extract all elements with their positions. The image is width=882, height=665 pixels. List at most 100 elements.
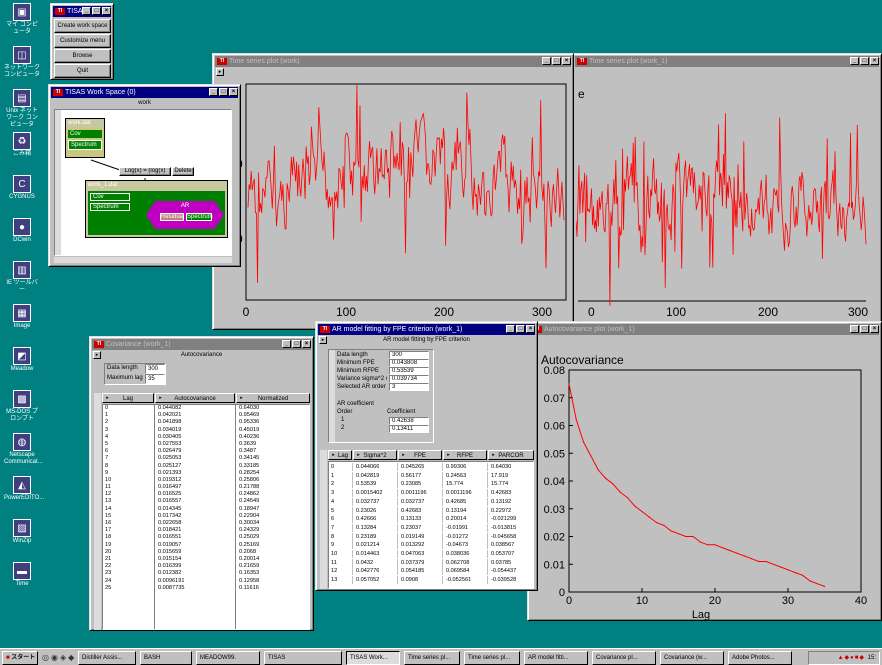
work-1-dat-node[interactable]: work_1.dat Cov Spectrum AR Residual Spec… xyxy=(85,180,228,238)
network-desktop-icon[interactable]: ◫ ネットワーク コンピュータ xyxy=(4,46,40,79)
table-cell: 24 xyxy=(105,577,112,584)
table-cell: 0.18947 xyxy=(239,505,260,512)
spectrum-item[interactable]: Spectrum xyxy=(90,203,130,211)
ar-node[interactable]: AR Residual Spectrum xyxy=(146,201,224,229)
taskbar-button[interactable]: Covariance pl... xyxy=(592,651,656,665)
close-button[interactable]: × xyxy=(526,325,535,333)
close-button[interactable]: × xyxy=(302,340,311,348)
close-button[interactable]: × xyxy=(229,88,238,96)
window-title: Covariance (work_1) xyxy=(106,341,171,348)
maximize-button[interactable]: □ xyxy=(516,325,525,333)
taskbar-button[interactable]: BASH xyxy=(140,651,192,665)
taskbar-button[interactable]: Covariance (w... xyxy=(660,651,724,665)
menu-arrow-button[interactable]: ▸ xyxy=(93,351,101,359)
create-work-space-button[interactable]: Create work space xyxy=(54,19,111,33)
computer-desktop-icon[interactable]: ▣ マイ コンピュータ xyxy=(4,3,40,36)
time-series-1-title-bar[interactable]: TI Time series plot (work) _ □ × xyxy=(215,56,571,67)
close-button[interactable]: × xyxy=(870,325,879,333)
window-title: AR model fitting by FPE criterion (work_… xyxy=(332,326,463,333)
browse-button[interactable]: Browse xyxy=(54,49,111,63)
maximize-button[interactable]: □ xyxy=(552,57,561,65)
log-transform-button[interactable]: Log(x) = (log(x) xyxy=(119,167,171,176)
normalized-column-header[interactable]: ▸ Normalized xyxy=(236,393,310,403)
spectrum-item[interactable]: Spectrum xyxy=(68,140,102,150)
quit-button[interactable]: Quit xyxy=(54,64,111,78)
minimize-button[interactable]: _ xyxy=(542,57,551,65)
minimize-button[interactable]: _ xyxy=(82,7,91,15)
workspace-canvas[interactable]: work.dat Cov Spectrum Log(x) = (log(x) D… xyxy=(54,109,232,256)
residual-item[interactable]: Residual xyxy=(160,213,185,221)
poweredit-desktop-icon[interactable]: ◭ PowerEDITO... xyxy=(4,476,44,502)
minimize-button[interactable]: _ xyxy=(850,57,859,65)
start-button[interactable]: ■ スタート xyxy=(2,651,38,665)
autocovariance-column-header[interactable]: ▸ Autocovariance xyxy=(155,393,235,403)
taskbar-button[interactable]: TISAS xyxy=(264,651,342,665)
tisas-title-bar[interactable]: TI TISAS _ □ × xyxy=(53,6,111,17)
taskbar-button[interactable]: MEADOW99. xyxy=(196,651,260,665)
table-cell: 0.21788 xyxy=(239,484,260,491)
data-point xyxy=(802,574,804,576)
cov-item[interactable]: Cov xyxy=(68,130,102,138)
minimize-button[interactable]: _ xyxy=(209,88,218,96)
covariance-table[interactable]: 0 1 2 3 4 5 6 7 8 9 10 11 12 13 14 15 16 17 18 19 20 21 22 23 24… xyxy=(102,404,310,630)
covariance-title-bar[interactable]: TI Covariance (work_1) _ □ × xyxy=(92,339,311,350)
close-button[interactable]: × xyxy=(102,7,111,15)
ie-toolbar-desktop-icon[interactable]: ▥ IE ツールバー xyxy=(4,261,40,294)
ar-model-title-bar[interactable]: TI AR model fitting by FPE criterion (wor… xyxy=(318,324,535,335)
netscape-desktop-icon[interactable]: ◍ Netscape Communicat... xyxy=(4,433,43,466)
cygnus-desktop-icon[interactable]: C CYGNUS xyxy=(4,175,40,201)
minimize-button[interactable]: _ xyxy=(850,325,859,333)
sigma2-column-header[interactable]: ▸ Sigma^2 xyxy=(353,450,397,460)
horizontal-scrollbar[interactable] xyxy=(54,257,232,263)
winzip-desktop-icon[interactable]: ▨ WinZip xyxy=(4,519,40,545)
lag-column-header[interactable]: ▸ Lag xyxy=(102,393,154,403)
taskbar-button[interactable]: AR model fitti... xyxy=(524,651,588,665)
quick-launch[interactable]: ◎◉◈◆ xyxy=(42,653,77,662)
dcwin-desktop-icon[interactable]: ● DCwin xyxy=(4,218,40,244)
work-space-title-bar[interactable]: TI TISAS Work Space (0) _ □ × xyxy=(51,87,238,98)
taskbar-button[interactable]: Distiller Assis... xyxy=(78,651,136,665)
msdos-desktop-icon[interactable]: ▩ MS-DOS プロンプト xyxy=(4,390,40,423)
work-dat-node[interactable]: work.dat Cov Spectrum xyxy=(65,118,105,158)
maximize-button[interactable]: □ xyxy=(860,325,869,333)
rfpe-column-header[interactable]: ▸ RFPE xyxy=(443,450,487,460)
unix-network-desktop-icon[interactable]: ▤ Unix ネットワーク コンピュータ xyxy=(4,89,40,129)
image-desktop-icon[interactable]: ▦ Image xyxy=(4,304,40,330)
close-button[interactable]: × xyxy=(562,57,571,65)
taskbar-button[interactable]: TISAS Work... xyxy=(346,651,400,665)
ar-table[interactable]: 0 0.044066 0.045265 0.99306 0.64030 1 0.042819… xyxy=(328,461,534,589)
summary-value: 3 xyxy=(389,383,429,391)
taskbar-button[interactable]: Adobe Photos... xyxy=(728,651,792,665)
close-button[interactable]: × xyxy=(870,57,879,65)
parcor-column-header[interactable]: ▸ PARCOR xyxy=(488,450,534,460)
recycle-bin-desktop-icon[interactable]: ♻ ごみ箱 xyxy=(4,132,40,158)
table-cell: 0.042776 xyxy=(354,567,398,576)
maximize-button[interactable]: □ xyxy=(860,57,869,65)
maximize-button[interactable]: □ xyxy=(292,340,301,348)
time-series-2-title-bar[interactable]: TI Time series plot (work_1) _ □ × xyxy=(575,56,879,67)
minimize-button[interactable]: _ xyxy=(282,340,291,348)
taskbar-button[interactable]: Time series pl... xyxy=(464,651,520,665)
tray-icons[interactable]: ▲◆●■◆ xyxy=(837,655,868,661)
y-tick-label: 0.07 xyxy=(544,393,565,405)
time-desktop-icon[interactable]: ▬ Time xyxy=(4,562,40,588)
autocov-plot-title-bar[interactable]: TIAutocovariance plot (work_1) _□× xyxy=(530,324,879,335)
menu-arrow-button[interactable]: ▸ xyxy=(216,68,224,76)
vertical-scrollbar[interactable] xyxy=(320,450,327,589)
vertical-scrollbar[interactable] xyxy=(94,393,101,630)
maximize-button[interactable]: □ xyxy=(219,88,228,96)
table-cell: 0.042021 xyxy=(158,412,182,419)
meadow-desktop-icon[interactable]: ◩ Meadow xyxy=(4,347,40,373)
spectrum-item[interactable]: Spectrum xyxy=(186,213,213,221)
customize-menu-item-button[interactable]: Customize menu item xyxy=(54,34,111,56)
cov-item[interactable]: Cov xyxy=(90,193,130,201)
delete-button[interactable]: Delete xyxy=(172,167,194,176)
menu-arrow-button[interactable]: ▸ xyxy=(319,336,327,344)
lag-column-header[interactable]: ▸ Lag xyxy=(328,450,352,460)
fpe-column-header[interactable]: ▸ FPE xyxy=(398,450,442,460)
maximize-button[interactable]: □ xyxy=(92,7,101,15)
taskbar-button[interactable]: Time series pl... xyxy=(404,651,460,665)
table-cell: 0.20014 xyxy=(444,515,488,524)
minimize-button[interactable]: _ xyxy=(506,325,515,333)
table-cell: 0.24563 xyxy=(444,471,488,480)
